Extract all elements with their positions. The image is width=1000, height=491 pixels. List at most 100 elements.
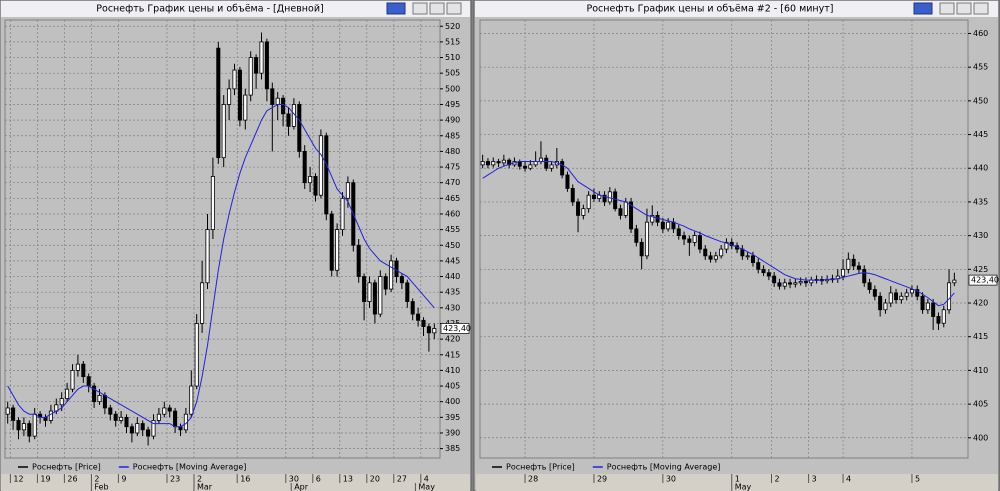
x-tick-label: 30: [289, 475, 299, 484]
candle-body: [666, 221, 671, 230]
maximize-button[interactable]: [956, 2, 972, 15]
candle-body: [909, 289, 914, 294]
candle-body: [416, 313, 421, 321]
y-tick-label: 400: [973, 433, 988, 442]
candle-body: [952, 279, 957, 284]
minimize-button[interactable]: [939, 2, 955, 15]
candle-body: [544, 157, 549, 169]
candle-body: [59, 398, 64, 406]
y-tick-label: 445: [973, 130, 988, 139]
candle-body: [719, 248, 724, 257]
candle-body: [576, 201, 581, 216]
candle-body: [308, 176, 313, 184]
candle-body: [5, 407, 10, 415]
candle-body: [254, 57, 259, 74]
candle-body: [27, 423, 32, 437]
candle-body: [618, 208, 623, 216]
candle-body: [788, 282, 793, 285]
candle-body: [692, 235, 697, 243]
candle-body: [140, 423, 145, 431]
candle-body: [248, 57, 253, 96]
candle-body: [650, 215, 655, 223]
x-tick-label: 2: [197, 475, 202, 484]
pin-button[interactable]: [913, 2, 933, 15]
y-tick-label: 465: [445, 194, 460, 203]
candle-body: [135, 423, 140, 434]
candle-body: [841, 268, 846, 277]
candle-body: [682, 235, 687, 240]
candle-body: [639, 241, 644, 257]
x-tick-label: 20: [370, 475, 380, 484]
candle-body: [21, 423, 26, 431]
close-button[interactable]: [446, 2, 462, 15]
title-bar: [475, 1, 998, 17]
candle-body: [329, 213, 334, 271]
candle-body: [243, 94, 248, 121]
candle-body: [851, 258, 856, 267]
candle-body: [119, 416, 124, 421]
candle-body: [623, 201, 628, 216]
legend-label: Роснефть [Price]: [32, 463, 101, 472]
x-tick-label: 19: [40, 475, 50, 484]
plot-area: [479, 19, 969, 459]
month-label: May: [418, 483, 435, 491]
y-tick-label: 390: [445, 428, 460, 437]
y-tick-label: 445: [445, 256, 460, 265]
candle-body: [324, 135, 329, 215]
y-tick-label: 440: [973, 164, 988, 173]
legend-label: Роснефть [Moving Average]: [607, 463, 721, 472]
candle-body: [565, 174, 570, 189]
legend-label: Роснефть [Price]: [506, 463, 575, 472]
candle-body: [151, 420, 156, 437]
y-tick-label: 515: [445, 37, 460, 46]
candle-body: [237, 69, 242, 121]
y-tick-label: 435: [973, 197, 988, 206]
x-tick-label: 29: [597, 475, 607, 484]
x-tick-label: 16: [240, 475, 250, 484]
candle-body: [297, 104, 302, 152]
candle-body: [846, 258, 851, 270]
candle-body: [394, 260, 399, 277]
pin-button[interactable]: [386, 2, 406, 15]
close-button[interactable]: [973, 2, 989, 15]
y-tick-label: 455: [973, 63, 988, 72]
candle-body: [16, 420, 21, 431]
candle-body: [894, 292, 899, 301]
candle-body: [399, 276, 404, 284]
y-tick-label: 405: [445, 382, 460, 391]
candle-body: [221, 104, 226, 159]
candle-body: [405, 282, 410, 302]
minimize-button[interactable]: [412, 2, 428, 15]
candle-body: [613, 191, 618, 210]
candle-body: [856, 265, 861, 270]
candle-body: [75, 363, 80, 371]
candle-body: [367, 282, 372, 302]
x-tick-label: 30: [666, 475, 676, 484]
candle-body: [378, 276, 383, 315]
candle-body: [81, 363, 86, 378]
candle-body: [227, 88, 232, 105]
maximize-button[interactable]: [429, 2, 445, 15]
candle-body: [883, 302, 888, 311]
y-tick-label: 490: [445, 116, 460, 125]
candle-body: [281, 97, 286, 115]
candle-body: [200, 282, 205, 324]
x-tick-label: 3: [812, 475, 817, 484]
candle-body: [867, 282, 872, 290]
candle-body: [318, 135, 323, 196]
y-tick-label: 450: [445, 241, 460, 250]
y-tick-label: 430: [973, 231, 988, 240]
candle-body: [915, 289, 920, 297]
y-tick-label: 385: [445, 444, 460, 453]
x-tick-label: 2: [94, 475, 99, 484]
candle-body: [629, 201, 634, 230]
candle-body: [205, 229, 210, 284]
x-tick-label: 26: [67, 475, 77, 484]
candle-body: [70, 369, 75, 390]
last-price-box: [440, 323, 470, 334]
candle-body: [644, 221, 649, 257]
candle-body: [772, 275, 777, 284]
candle-body: [156, 413, 161, 421]
y-tick-label: 455: [445, 225, 460, 234]
